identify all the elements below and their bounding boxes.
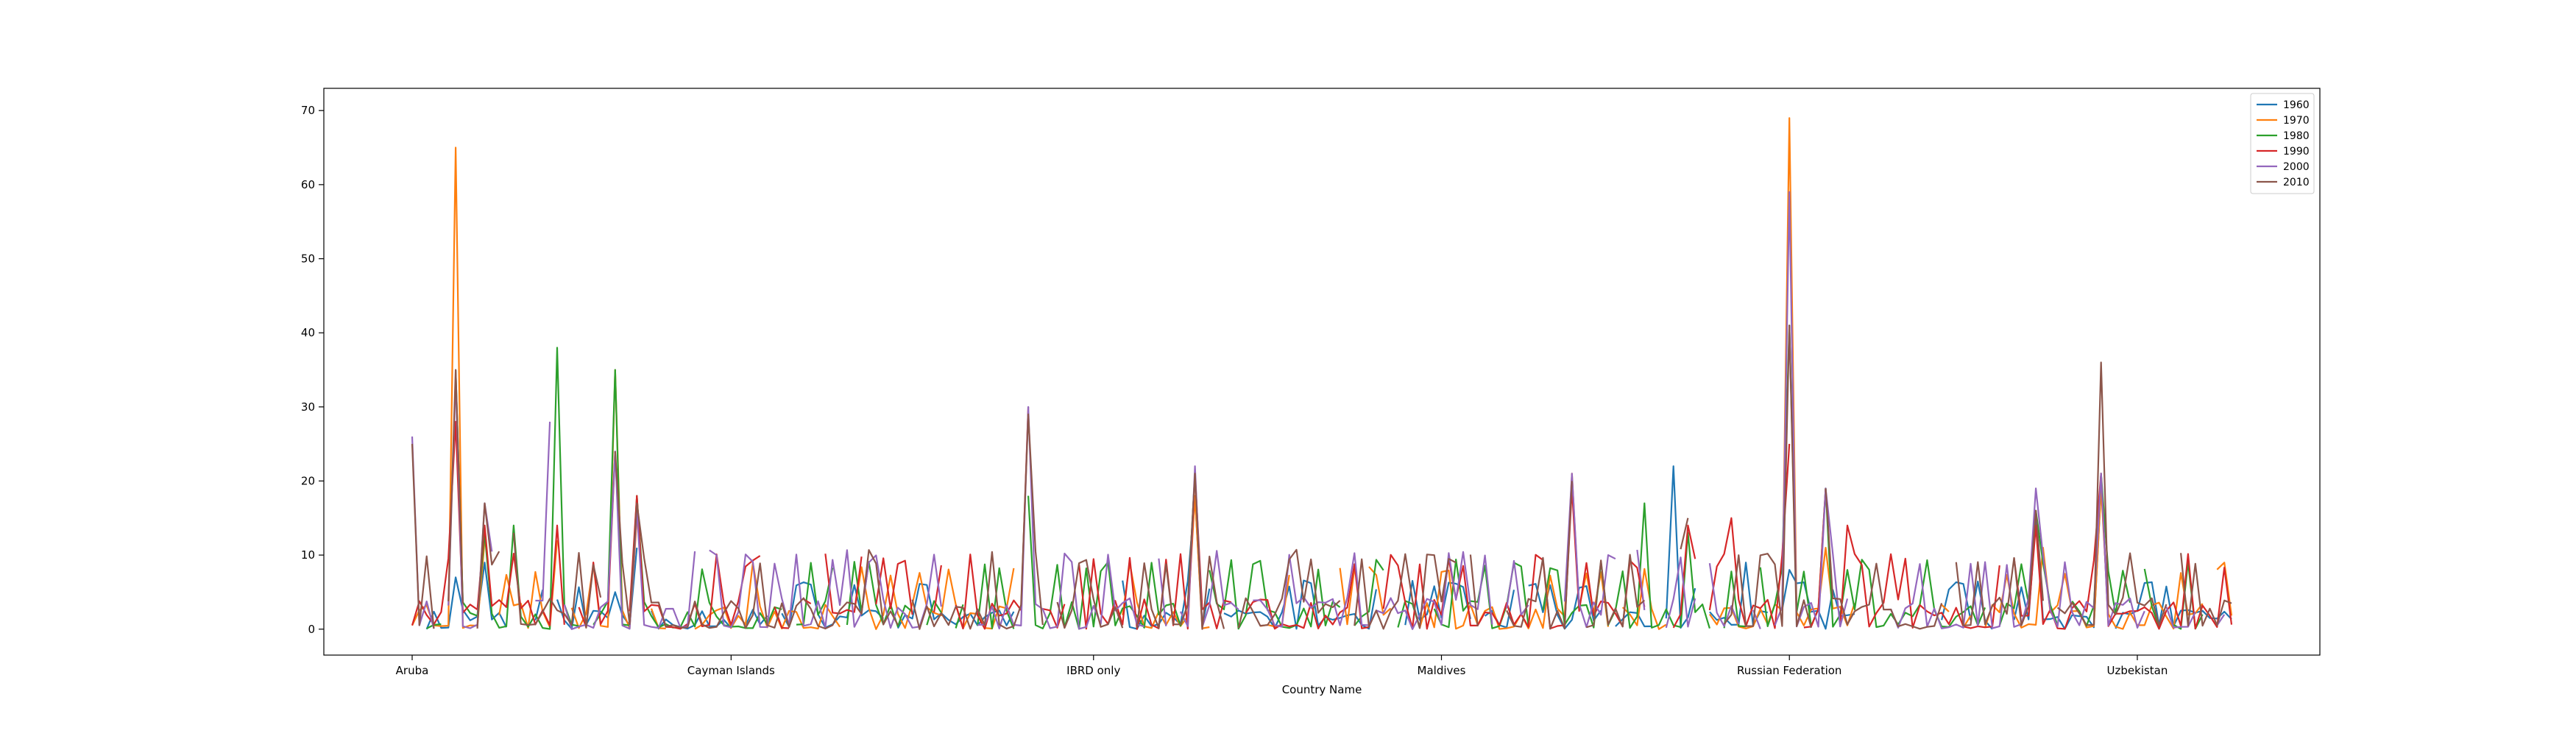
- legend-label-1980: 1980: [2283, 130, 2310, 142]
- x-tick-label: Maldives: [1418, 664, 1466, 677]
- x-tick-label: IBRD only: [1066, 664, 1120, 677]
- x-tick-label: Aruba: [396, 664, 429, 677]
- y-tick-label: 0: [308, 623, 315, 636]
- y-tick-label: 30: [301, 400, 315, 414]
- series-line-2010: [411, 325, 2232, 630]
- y-tick-label: 20: [301, 474, 315, 487]
- x-axis-label: Country Name: [1282, 683, 1362, 696]
- series-line-2000: [411, 191, 2226, 630]
- x-tick-label: Cayman Islands: [687, 664, 775, 677]
- series-line-1970: [411, 117, 2233, 630]
- series-layer: [411, 117, 2233, 630]
- y-tick-label: 60: [301, 178, 315, 191]
- legend-label-2010: 2010: [2283, 177, 2310, 188]
- legend-label-2000: 2000: [2283, 161, 2310, 173]
- legend-label-1960: 1960: [2283, 99, 2310, 111]
- legend: 1960 1970 1980 1990 2000 2010: [2250, 93, 2315, 194]
- legend-box: [2250, 93, 2315, 194]
- legend-label-1990: 1990: [2283, 146, 2310, 158]
- y-tick-label: 10: [301, 548, 315, 562]
- x-tick-label: Russian Federation: [1737, 664, 1841, 677]
- y-tick-label: 50: [301, 252, 315, 266]
- x-tick-label: Uzbekistan: [2107, 664, 2168, 677]
- y-tick-label: 70: [301, 104, 315, 117]
- plot-frame: [323, 88, 2321, 656]
- y-tick-label: 40: [301, 326, 315, 339]
- axes-layer: 0 10 20 30 40 50 60 70 Aruba Cayman Islands IBRD o…: [301, 88, 2321, 696]
- legend-label-1970: 1970: [2283, 115, 2310, 127]
